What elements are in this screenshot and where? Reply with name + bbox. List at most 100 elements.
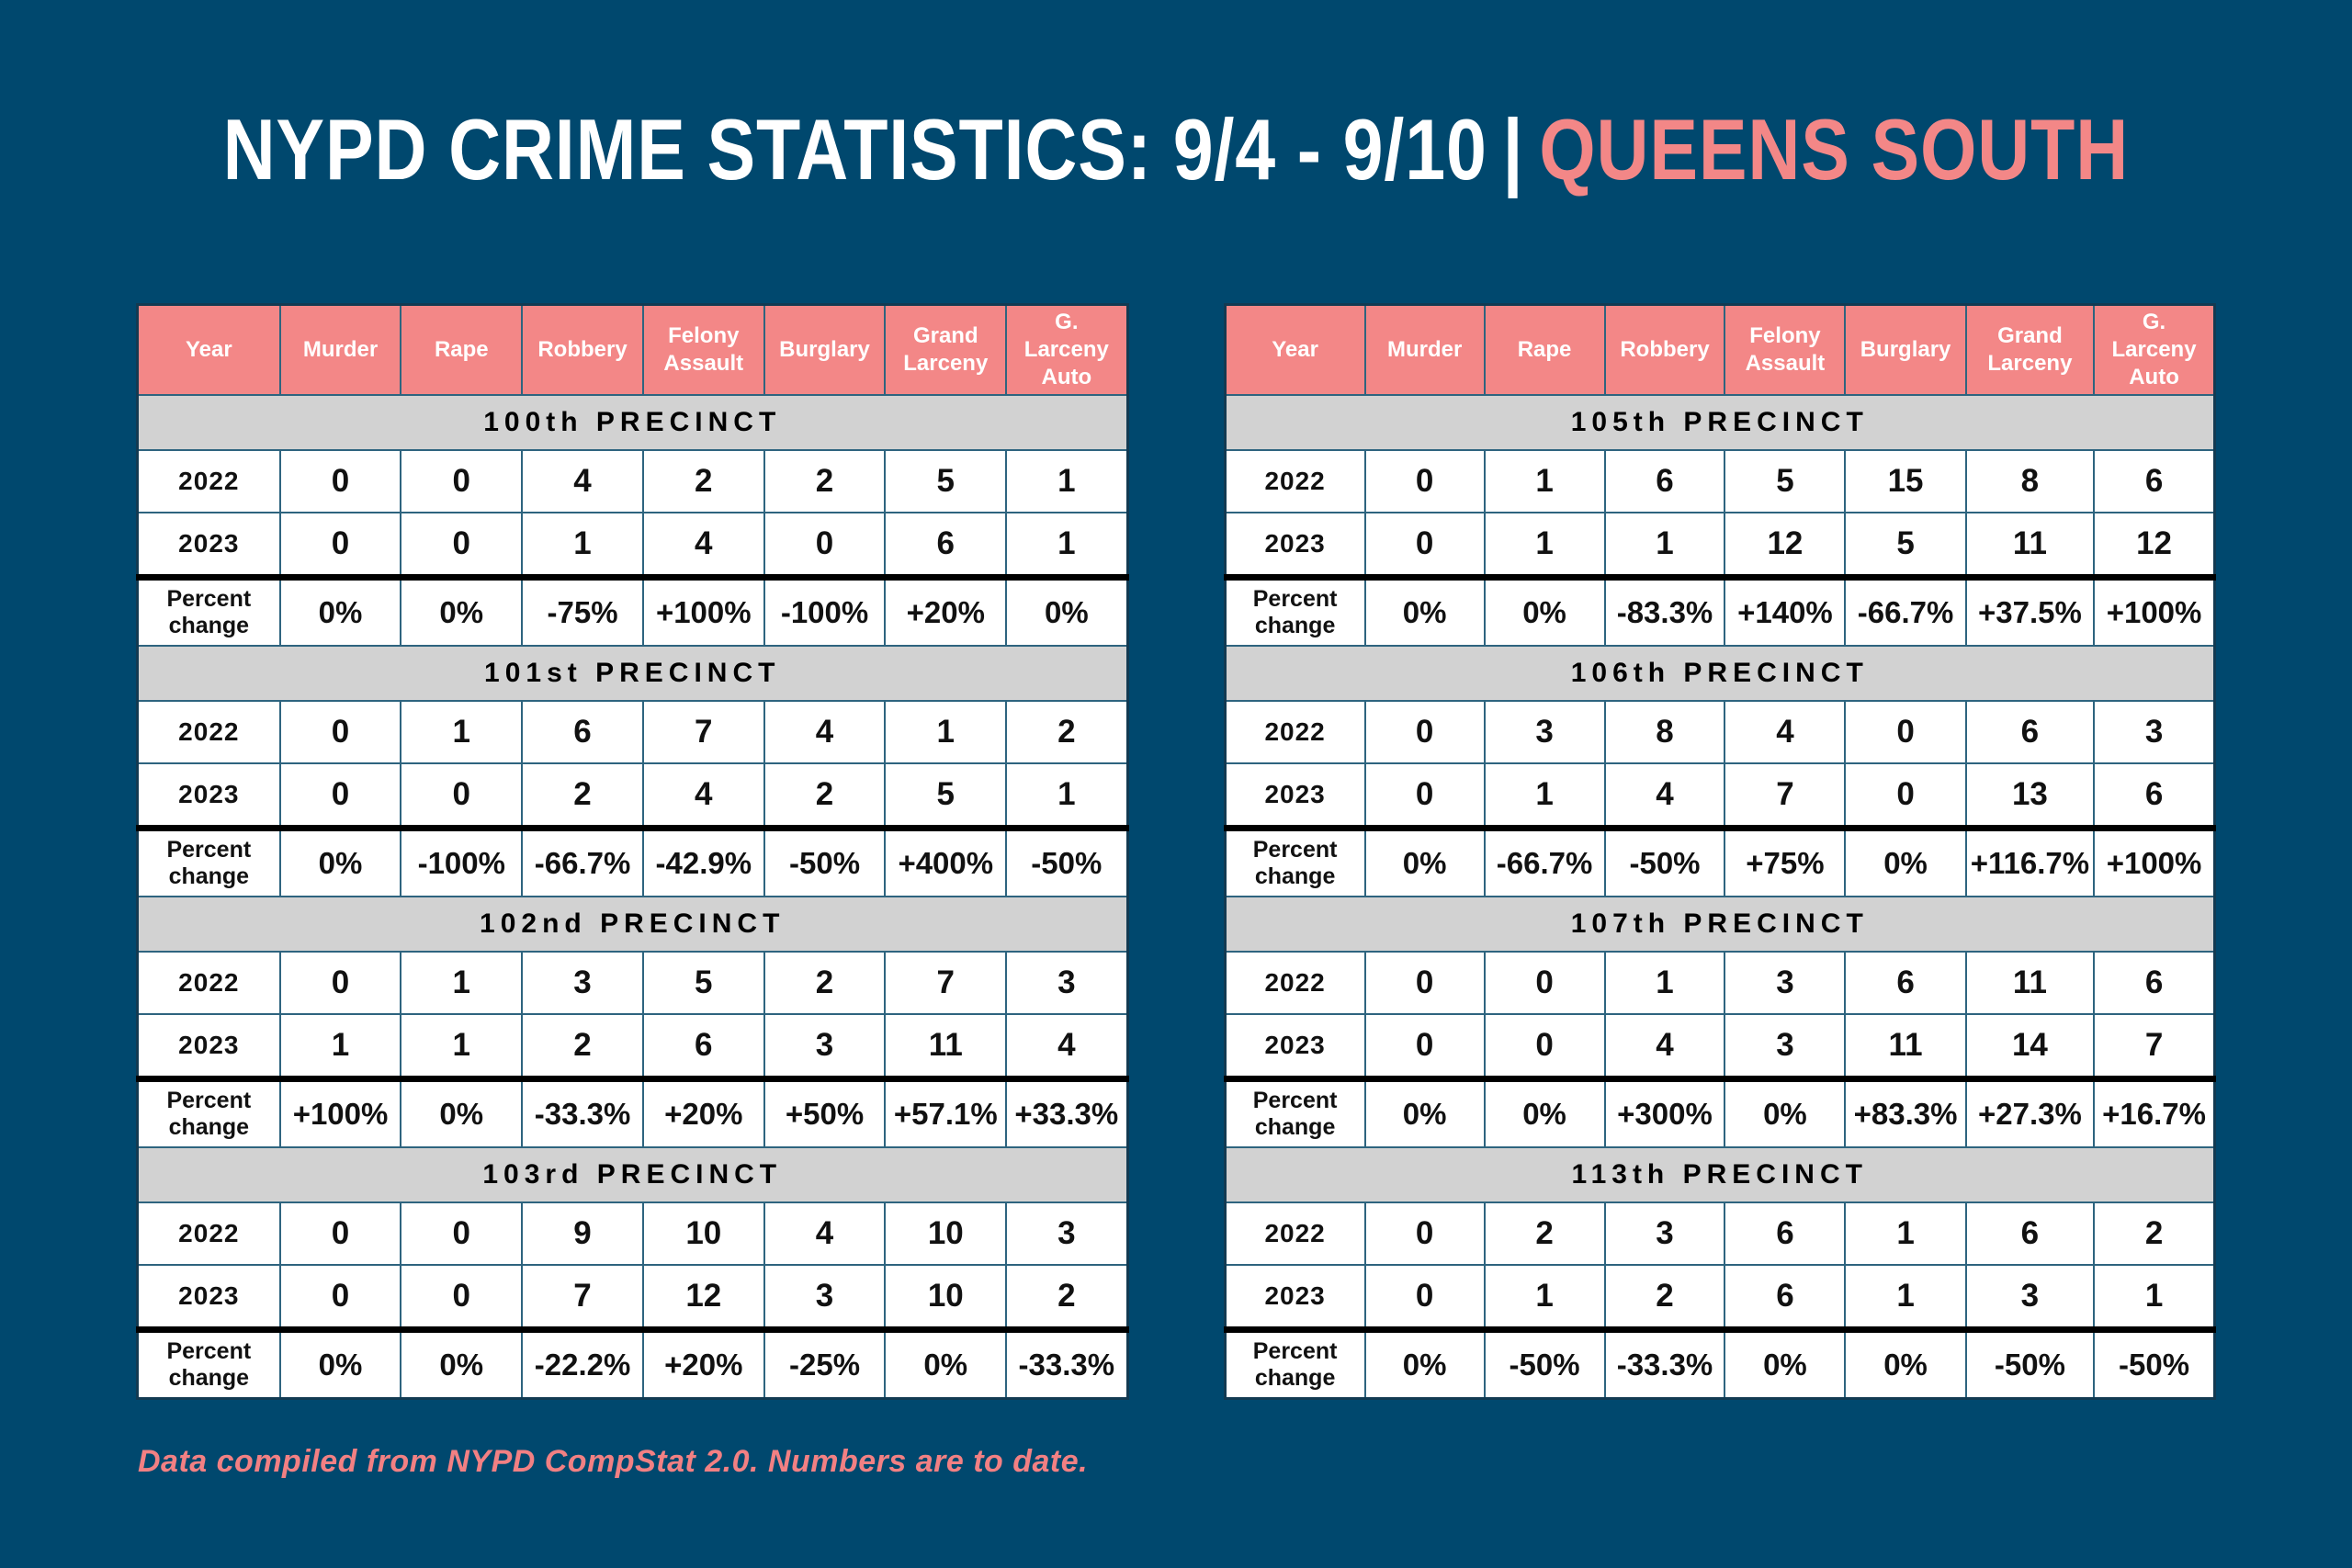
percent-change-row: Percent change 0% -66.7% -50% +75% 0% +116.7% +… xyxy=(1224,825,2216,897)
stat-cell: 4 xyxy=(1603,762,1726,829)
stat-cell: 12 xyxy=(2093,512,2216,579)
stat-cell: 3 xyxy=(2093,700,2216,764)
stat-cell: 6 xyxy=(1844,951,1967,1015)
stat-cell: 1 xyxy=(2093,1264,2216,1331)
stat-cell: 3 xyxy=(1724,1013,1847,1080)
stat-cell: 0 xyxy=(400,1201,524,1266)
stat-cell: 1 xyxy=(1844,1201,1967,1266)
row-label: Percent change xyxy=(136,1076,281,1148)
stat-cell: 6 xyxy=(1964,700,2096,764)
year-data-row: 2022 0 1 6 7 4 1 2 xyxy=(136,700,1128,764)
row-label: 2022 xyxy=(136,700,281,764)
stat-cell: +50% xyxy=(763,1076,887,1148)
stat-cell: 3 xyxy=(763,1264,887,1331)
column-header-row: Year Murder Rape Robbery Felony Assault Burgl… xyxy=(1224,303,2216,396)
stat-cell: 0% xyxy=(1363,1076,1486,1148)
stat-cell: 0 xyxy=(278,512,402,579)
stat-cell: 11 xyxy=(1844,1013,1967,1080)
row-label: 2022 xyxy=(1224,951,1366,1015)
stat-cell: 12 xyxy=(1724,512,1847,579)
stat-cell: 0 xyxy=(278,951,402,1015)
stat-cell: 6 xyxy=(884,512,1008,579)
stat-cell: 5 xyxy=(884,449,1008,513)
precinct-name: 105th PRECINCT xyxy=(1224,394,2216,451)
stat-cell: 7 xyxy=(1724,762,1847,829)
stat-cell: 6 xyxy=(2093,951,2216,1015)
stat-cell: -25% xyxy=(763,1326,887,1400)
stat-cell: 8 xyxy=(1603,700,1726,764)
stat-cell: +27.3% xyxy=(1964,1076,2096,1148)
stat-cell: 0 xyxy=(1844,762,1967,829)
stat-cell: 5 xyxy=(1844,512,1967,579)
stat-cell: -50% xyxy=(1005,825,1128,897)
stat-cell: -66.7% xyxy=(521,825,644,897)
column-header: Murder xyxy=(278,303,402,396)
column-header: G. Larceny Auto xyxy=(2093,303,2216,396)
precinct-name: 101st PRECINCT xyxy=(136,645,1128,702)
year-data-row: 2022 0 0 1 3 6 11 6 xyxy=(1224,951,2216,1015)
column-header: Rape xyxy=(400,303,524,396)
stat-cell: 0% xyxy=(1005,574,1128,647)
stat-cell: +16.7% xyxy=(2093,1076,2216,1148)
column-header: G. Larceny Auto xyxy=(1005,303,1128,396)
stat-cell: +37.5% xyxy=(1964,574,2096,647)
row-label: 2023 xyxy=(1224,512,1366,579)
stat-cell: -33.3% xyxy=(1603,1326,1726,1400)
stat-cell: 3 xyxy=(1005,1201,1128,1266)
stat-cell: -75% xyxy=(521,574,644,647)
stat-cell: 0% xyxy=(1724,1076,1847,1148)
row-label: 2023 xyxy=(1224,1013,1366,1080)
stat-cell: -22.2% xyxy=(521,1326,644,1400)
stat-cell: 4 xyxy=(763,700,887,764)
stat-cell: +100% xyxy=(2093,825,2216,897)
row-label: Percent change xyxy=(136,574,281,647)
stat-cell: 3 xyxy=(1005,951,1128,1015)
stat-cell: +20% xyxy=(641,1326,765,1400)
precinct-band-row: 106th PRECINCT xyxy=(1224,645,2216,702)
stat-cell: 1 xyxy=(1483,449,1606,513)
stat-cell: 6 xyxy=(1603,449,1726,513)
precinct-name: 102nd PRECINCT xyxy=(136,896,1128,953)
row-label: 2022 xyxy=(1224,449,1366,513)
stat-cell: 12 xyxy=(641,1264,765,1331)
stat-cell: 1 xyxy=(1005,512,1128,579)
row-label: 2023 xyxy=(136,762,281,829)
stat-cell: 0 xyxy=(1363,1013,1486,1080)
stat-cell: 0% xyxy=(278,574,402,647)
stat-cell: 0 xyxy=(278,1201,402,1266)
stat-cell: 0% xyxy=(278,1326,402,1400)
stat-cell: 0% xyxy=(1483,574,1606,647)
stat-cell: 1 xyxy=(521,512,644,579)
stat-cell: 2 xyxy=(521,1013,644,1080)
stat-cell: -33.3% xyxy=(1005,1326,1128,1400)
stat-cell: 0 xyxy=(1363,449,1486,513)
stat-cell: -100% xyxy=(400,825,524,897)
stat-cell: +116.7% xyxy=(1964,825,2096,897)
precinct-band-row: 113th PRECINCT xyxy=(1224,1146,2216,1203)
stat-cell: 3 xyxy=(1603,1201,1726,1266)
column-header: Burglary xyxy=(763,303,887,396)
stat-cell: 2 xyxy=(521,762,644,829)
row-label: 2022 xyxy=(136,449,281,513)
stat-cell: 5 xyxy=(1724,449,1847,513)
stat-cell: 1 xyxy=(400,951,524,1015)
title-separator: | xyxy=(1502,101,1524,197)
stat-cell: 7 xyxy=(521,1264,644,1331)
row-label: 2023 xyxy=(1224,1264,1366,1331)
page-title-text: NYPD CRIME STATISTICS: 9/4 - 9/10 | QUEENS… xyxy=(223,107,2130,193)
stat-cell: 8 xyxy=(1964,449,2096,513)
stat-cell: 2 xyxy=(763,449,887,513)
year-data-row: 2023 0 1 1 12 5 11 12 xyxy=(1224,512,2216,579)
row-label: Percent change xyxy=(1224,825,1366,897)
column-header: Robbery xyxy=(1603,303,1726,396)
title-main: NYPD CRIME STATISTICS: 9/4 - 9/10 xyxy=(222,101,1487,197)
stat-cell: 1 xyxy=(1483,512,1606,579)
stat-cell: 10 xyxy=(641,1201,765,1266)
column-header: Felony Assault xyxy=(641,303,765,396)
stat-cell: 6 xyxy=(641,1013,765,1080)
stat-cell: 0 xyxy=(400,512,524,579)
row-label: Percent change xyxy=(1224,1076,1366,1148)
column-header: Felony Assault xyxy=(1724,303,1847,396)
stat-cell: 2 xyxy=(763,951,887,1015)
column-header: Murder xyxy=(1363,303,1486,396)
